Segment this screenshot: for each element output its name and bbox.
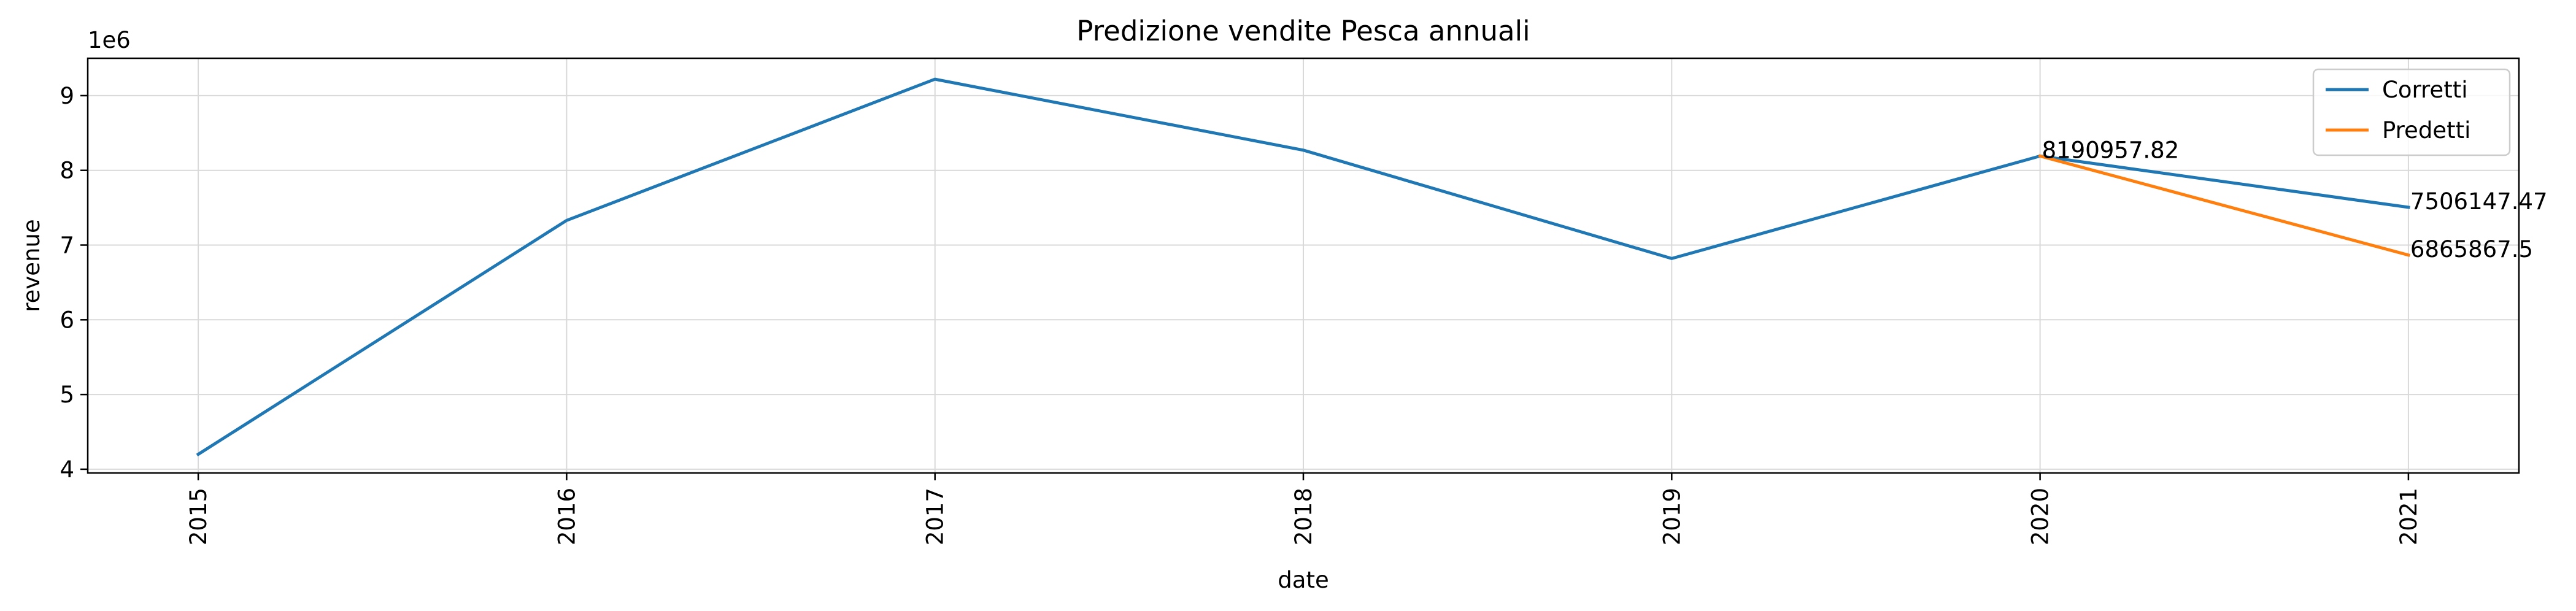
y-tick-label: 4 [60,456,74,483]
x-tick-label: 2017 [922,488,949,545]
series-lines [196,77,2410,456]
data-label: 6865867.5 [2410,236,2533,263]
data-label: 8190957.82 [2042,137,2180,163]
y-tick-label: 9 [60,83,74,109]
x-tick-label: 2018 [1290,488,1317,545]
data-label: 8190957.82 [2042,137,2180,163]
axis-ticks: 2015 2016 2017 2018 2019 2020 2021 4 5 6 7 8 9 [60,83,2421,545]
y-tick-label: 5 [60,382,74,408]
legend-label-predetti: Predetti [2382,117,2470,144]
y-tick-label: 7 [60,232,74,259]
y-tick-label: 8 [60,158,74,184]
x-axis-title: date [1278,567,1328,593]
x-tick-label: 2015 [185,488,212,545]
y-tick-label: 6 [60,307,74,333]
x-tick-label: 2016 [553,488,580,545]
legend: Corretti Predetti [2312,68,2511,156]
x-tick-label: 2020 [2027,488,2054,545]
x-tick-label: 2019 [1659,488,1685,545]
legend-label-corretti: Corretti [2382,77,2468,103]
x-tick-label: 2021 [2396,488,2422,545]
y-axis-title: revenue [18,219,45,312]
chart-title: Predizione vendite Pesca annuali [1076,15,1530,47]
grid [88,58,2519,473]
y-axis-scale-label: 1e6 [88,27,131,53]
data-label: 7506147.47 [2410,188,2548,215]
series-line-predetti [2038,154,2410,257]
